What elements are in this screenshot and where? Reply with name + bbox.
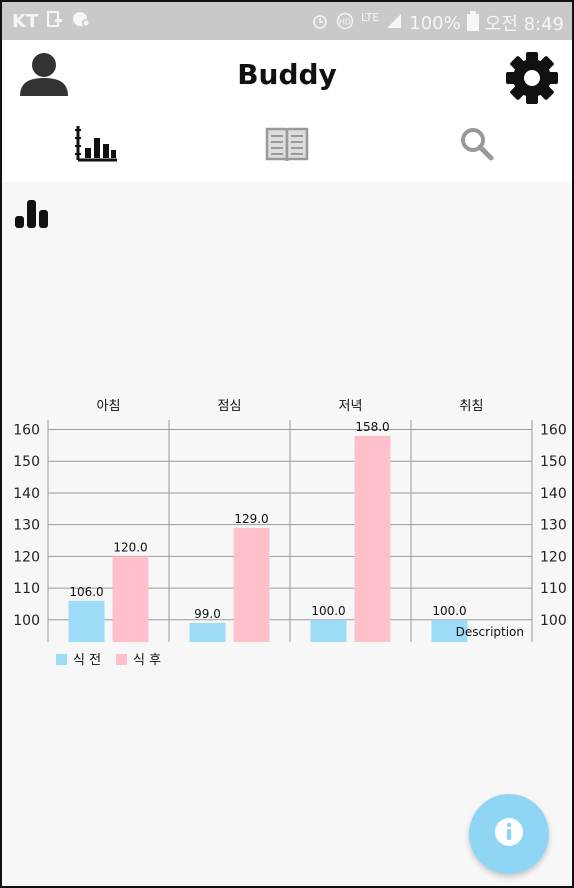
bar (112, 556, 149, 642)
bar-chart-icon (75, 124, 119, 168)
bar (354, 435, 391, 642)
tab-diary[interactable] (192, 110, 382, 182)
y-tick-label-right: 150 (540, 454, 567, 470)
y-tick-label-right: 160 (540, 423, 567, 439)
data-label: 129.0 (234, 512, 268, 526)
x-tick-label: 점심 (218, 399, 242, 414)
data-label: 100.0 (311, 604, 345, 618)
alarm-icon (311, 12, 329, 35)
info-fab-button[interactable] (469, 794, 549, 874)
x-tick-label: 저녁 (339, 399, 363, 414)
book-icon (265, 125, 309, 167)
clock: 오전 8:49 (484, 14, 564, 35)
bar-chart-icon (14, 198, 54, 230)
profile-icon[interactable] (16, 52, 72, 98)
y-tick-label-left: 140 (13, 486, 40, 502)
talk-notification-icon (72, 10, 91, 33)
chart-description: Description (456, 625, 524, 639)
carrier-label: KT (12, 11, 39, 32)
bar (431, 619, 468, 642)
data-label: 120.0 (113, 540, 147, 554)
app-bar: Buddy (2, 40, 572, 110)
data-label: 106.0 (69, 585, 103, 599)
legend-label: 식 후 (133, 653, 161, 668)
screenshot-notification-icon (46, 10, 64, 33)
search-icon (458, 125, 496, 167)
battery-percent: 100% (409, 12, 461, 34)
x-tick-label: 아침 (97, 399, 121, 414)
y-tick-label-right: 110 (540, 581, 567, 597)
y-tick-label-right: 130 (540, 518, 567, 534)
hd-voice-icon: HD (335, 12, 355, 35)
data-label: 158.0 (355, 420, 389, 434)
y-tick-label-right: 120 (540, 549, 567, 565)
svg-text:HD: HD (339, 17, 351, 26)
bar (310, 619, 347, 642)
y-tick-label-left: 130 (13, 518, 40, 534)
app-title: Buddy (237, 58, 337, 91)
bar (233, 527, 270, 642)
y-tick-label-left: 150 (13, 454, 40, 470)
gear-icon[interactable] (504, 50, 560, 106)
data-label: 100.0 (432, 604, 466, 618)
tab-bar (2, 110, 572, 182)
blood-sugar-chart: 100 100 110 110 120 120 130 130 140 140 150 150 160 1… (2, 392, 572, 682)
x-tick-label: 취침 (460, 399, 484, 414)
y-tick-label-left: 110 (13, 581, 40, 597)
info-icon (493, 816, 525, 852)
tab-search[interactable] (382, 110, 572, 182)
bar (68, 600, 105, 642)
legend-swatch (56, 654, 67, 665)
bar (189, 622, 226, 642)
network-type-label: LTE (360, 10, 380, 24)
data-label: 99.0 (194, 607, 221, 621)
battery-icon (466, 10, 479, 36)
y-tick-label-right: 140 (540, 486, 567, 502)
legend-swatch (116, 654, 127, 665)
signal-icon (385, 12, 403, 35)
y-tick-label-left: 120 (13, 549, 40, 565)
chart-canvas: 100 100 110 110 120 120 130 130 140 140 150 150 160 1… (13, 399, 567, 668)
y-tick-label-right: 100 (540, 613, 567, 629)
legend-label: 식 전 (73, 653, 101, 668)
y-tick-label-left: 160 (13, 423, 40, 439)
status-bar: KT HD LTE 100% 오전 8:49 (2, 2, 572, 40)
tab-statistics[interactable] (2, 110, 192, 182)
y-tick-label-left: 100 (13, 613, 40, 629)
